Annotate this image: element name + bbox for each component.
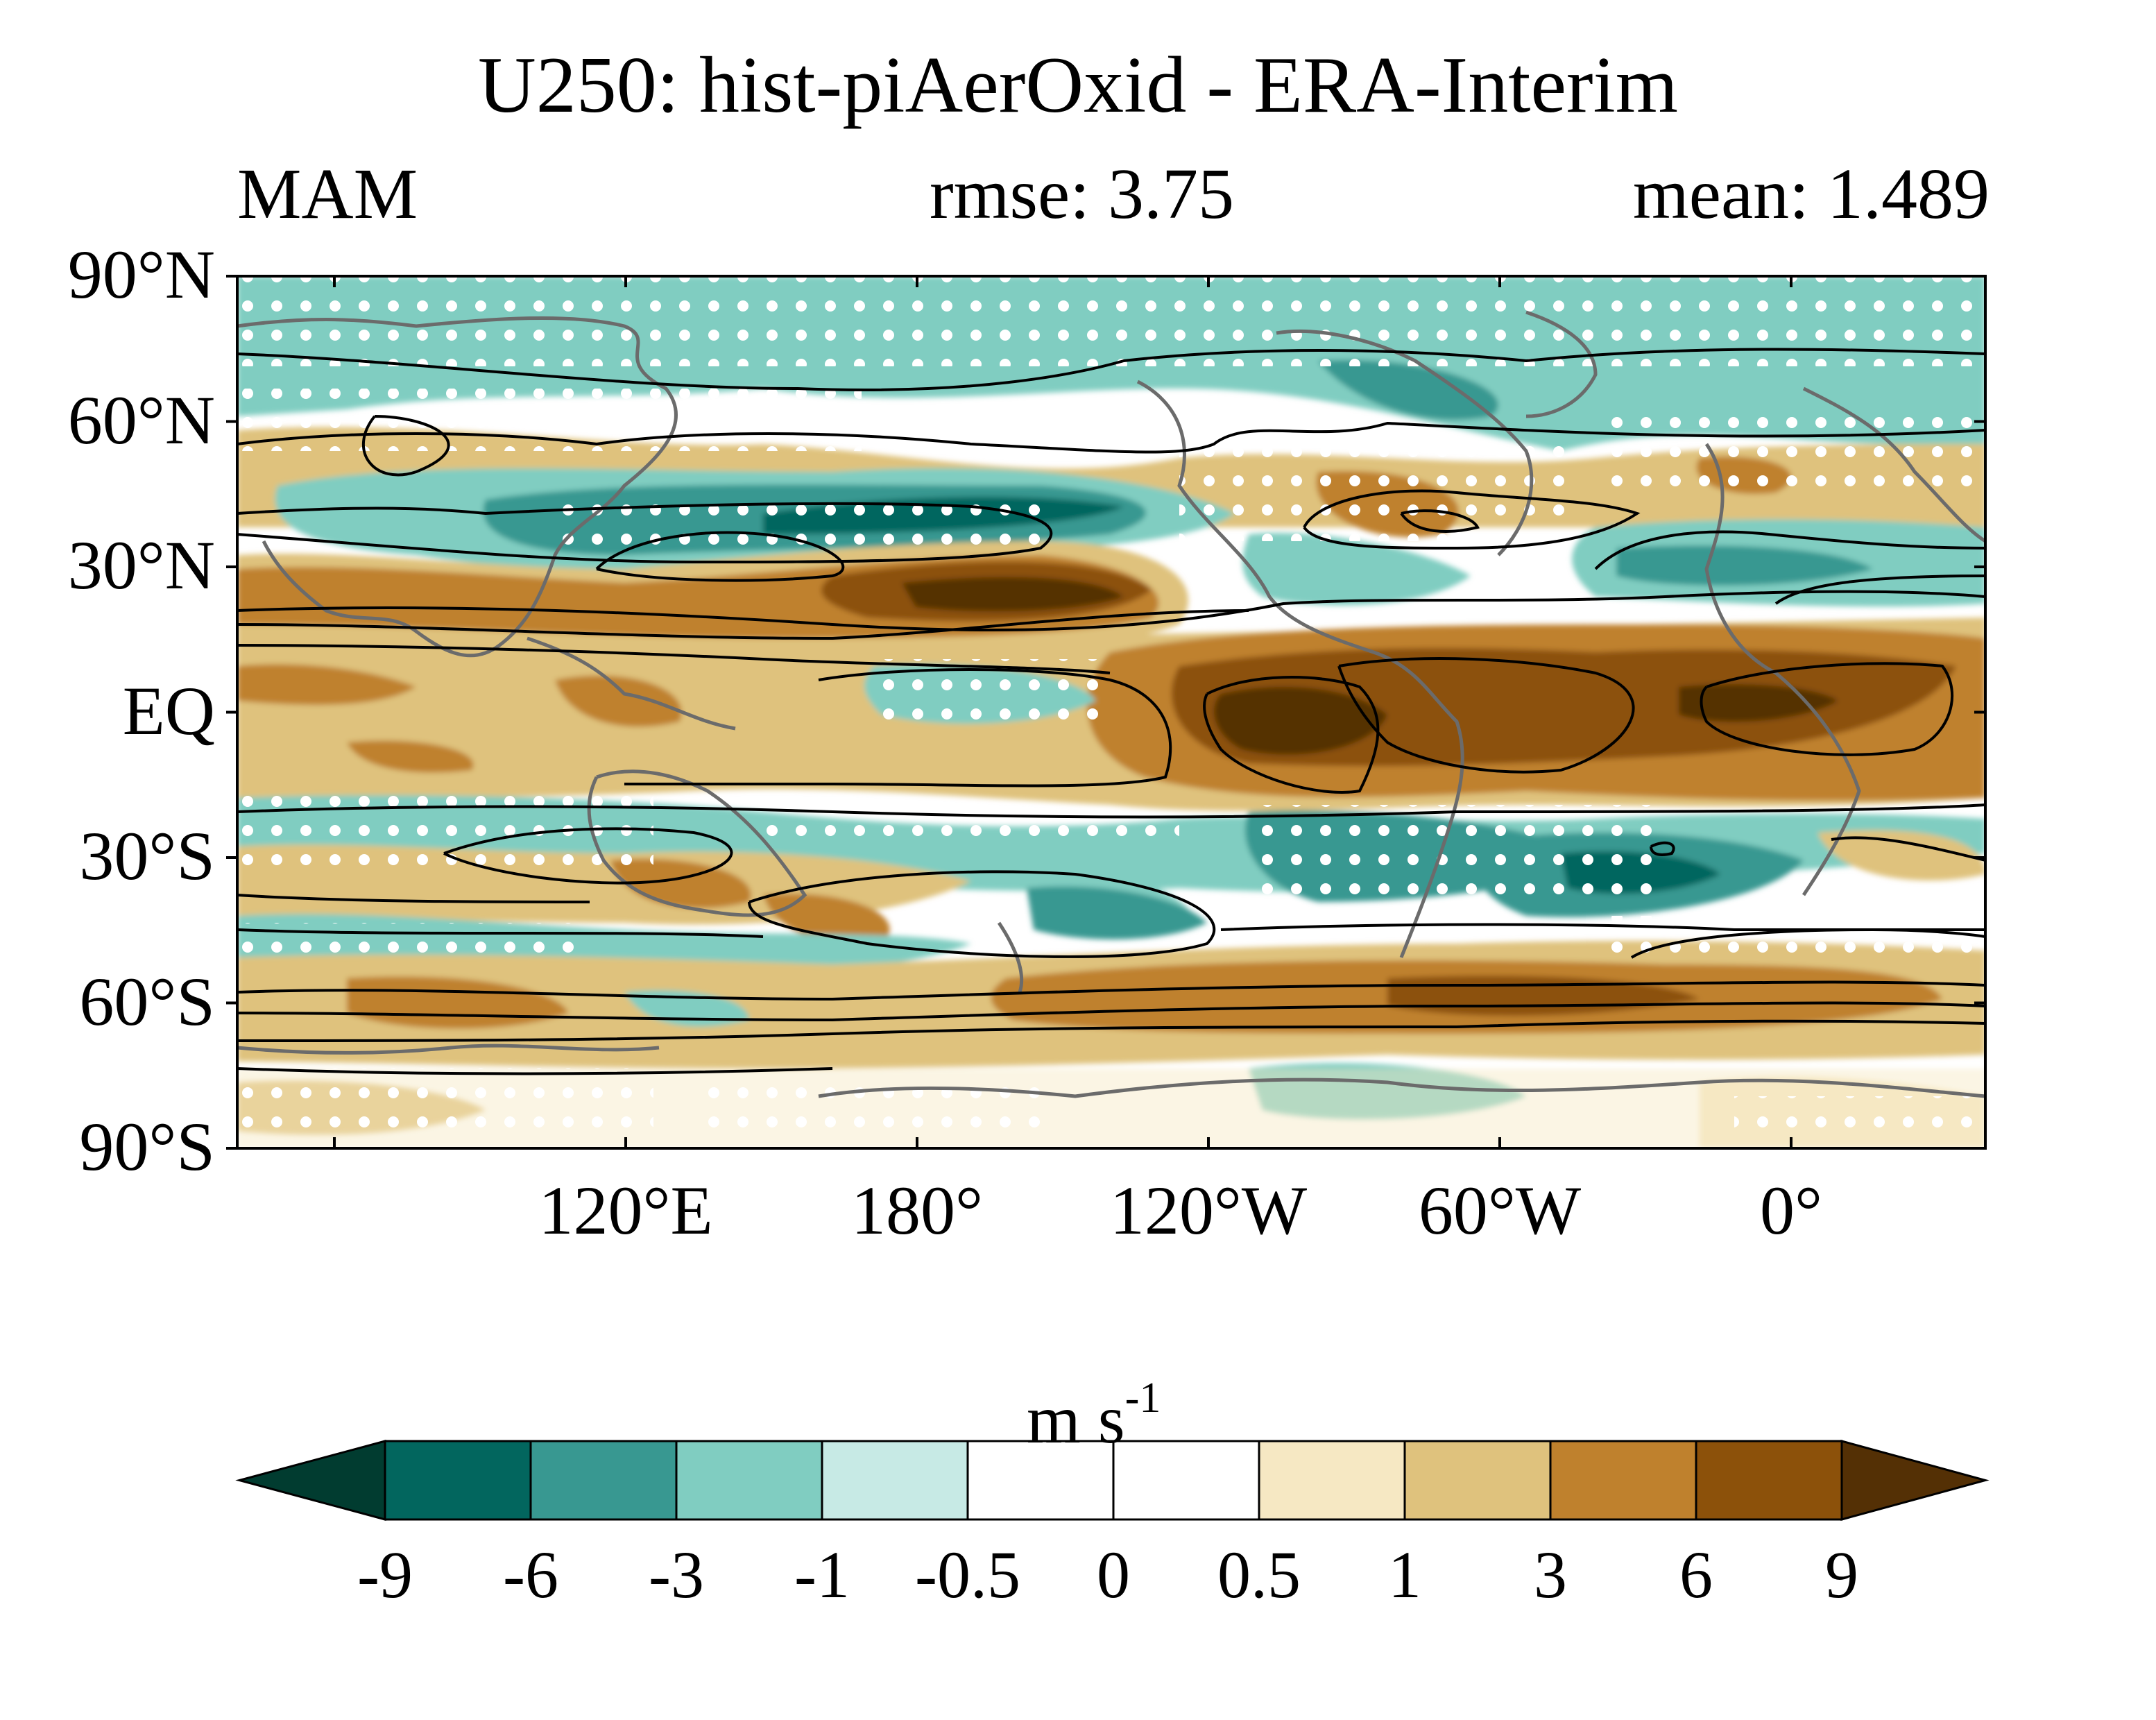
colorbar [235, 1440, 1990, 1521]
lat-label: 90°S [79, 1108, 215, 1185]
colorbar-level-label: -1 [794, 1538, 850, 1612]
colorbar-level-label: 3 [1534, 1538, 1567, 1612]
colorbar-swatch [675, 1440, 823, 1521]
lon-label: 60°W [1418, 1172, 1582, 1249]
figure-title: U250: hist-piAerOxid - ERA-Interim [477, 41, 1679, 130]
lon-label: 120°W [1109, 1172, 1308, 1249]
climatology-contours [237, 348, 1985, 1075]
mean-label: mean: 1.489 [1632, 154, 1990, 234]
lat-label: 90°N [67, 236, 215, 313]
colorbar-level-label: 0.5 [1217, 1538, 1301, 1612]
colorbar-level-label: 6 [1679, 1538, 1713, 1612]
colorbar-swatch [1695, 1440, 1843, 1521]
colorbar-level-label: -3 [649, 1538, 704, 1612]
colorbar-level-label: -6 [503, 1538, 558, 1612]
lon-label: 180° [851, 1172, 983, 1249]
lat-label: EQ [122, 672, 215, 749]
lat-label: 30°S [79, 817, 215, 894]
colorbar-swatch [529, 1440, 678, 1521]
colorbar-extend-high [1840, 1440, 1990, 1521]
colorbar-swatch [1258, 1440, 1406, 1521]
season-label: MAM [237, 154, 418, 234]
colorbar-level-label: 1 [1388, 1538, 1421, 1612]
rmse-label: rmse: 3.75 [930, 154, 1235, 234]
colorbar-swatch [1549, 1440, 1697, 1521]
colorbar-swatch [966, 1440, 1115, 1521]
colorbar-swatch [1403, 1440, 1552, 1521]
colorbar-level-label: 0 [1097, 1538, 1130, 1612]
colorbar-swatch [384, 1440, 532, 1521]
colorbar-extend-low [235, 1440, 386, 1521]
lon-label: 120°E [538, 1172, 713, 1249]
lat-label: 60°N [67, 381, 215, 459]
colorbar-level-label: 9 [1825, 1538, 1858, 1612]
colorbar-unit: m s-1 [1027, 1374, 1161, 1458]
lat-label: 60°S [79, 962, 215, 1040]
colorbar-swatch [821, 1440, 969, 1521]
coastlines [237, 310, 1985, 1098]
colorbar-swatch [1112, 1440, 1260, 1521]
map-panel [237, 276, 1985, 1148]
colorbar-level-label: -0.5 [915, 1538, 1020, 1612]
colorbar-level-label: -9 [357, 1538, 413, 1612]
axis-ticks [226, 275, 1985, 1150]
lon-label: 0° [1760, 1172, 1822, 1249]
lat-label: 30°N [67, 527, 215, 604]
